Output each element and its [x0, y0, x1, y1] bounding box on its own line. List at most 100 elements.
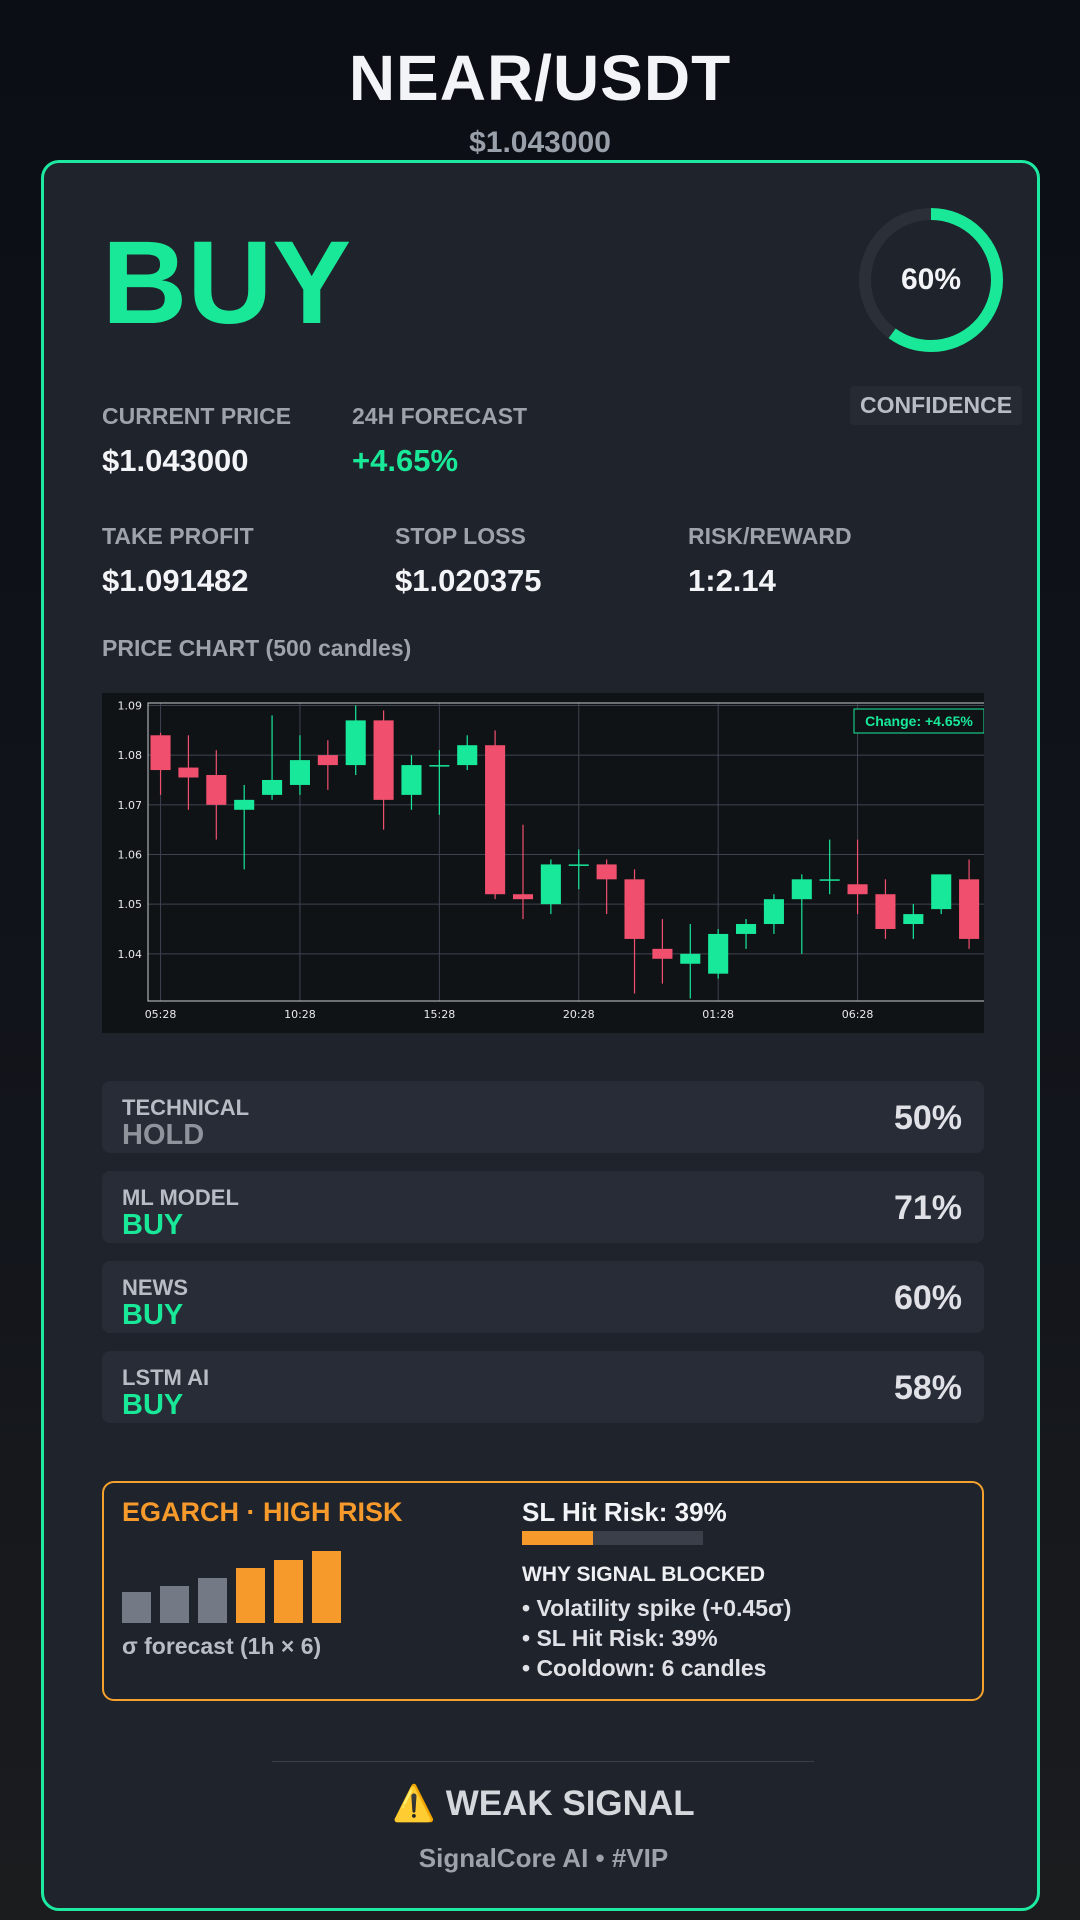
sigma-bar: [122, 1592, 151, 1623]
sigma-bar: [312, 1551, 341, 1623]
sigma-bar: [198, 1578, 227, 1623]
signal-card: BUY 60% CONFIDENCE CURRENT PRICE $1.0430…: [41, 160, 1040, 1911]
sigma-label: σ forecast (1h × 6): [122, 1633, 322, 1659]
candle-body: [401, 765, 422, 795]
why-blocked-title: WHY SIGNAL BLOCKED: [522, 1563, 766, 1586]
blocked-reason: • Volatility spike (+0.45σ): [522, 1595, 792, 1621]
candle-body: [959, 879, 980, 939]
source-name: LSTM AI: [122, 1365, 210, 1390]
brand-footer: SignalCore AI • #VIP: [418, 1843, 669, 1873]
forecast-label: 24H FORECAST: [352, 403, 528, 429]
candle-body: [150, 735, 171, 771]
stop-loss-value: $1.020375: [395, 563, 542, 598]
risk-reward-label: RISK/REWARD: [688, 523, 852, 549]
candle-body: [596, 864, 617, 880]
source-name: TECHNICAL: [122, 1095, 250, 1120]
y-tick-label: 1.06: [118, 848, 143, 861]
candle-body: [345, 720, 366, 766]
risk-panel: EGARCH · HIGH RISK σ forecast (1h × 6) S…: [102, 1481, 984, 1701]
change-badge-text: Change: +4.65%: [865, 713, 973, 729]
y-tick-label: 1.08: [118, 749, 143, 762]
source-row-lstm-ai: LSTM AI BUY 58%: [102, 1351, 984, 1423]
candle-body: [457, 745, 478, 766]
source-name: ML MODEL: [122, 1185, 239, 1210]
header-price: $1.043000: [469, 126, 611, 159]
signal-strength: ⚠️ WEAK SIGNAL: [392, 1784, 695, 1823]
source-percent: 71%: [893, 1189, 962, 1227]
source-row-technical: TECHNICAL HOLD 50%: [102, 1081, 984, 1153]
x-tick-label: 06:28: [842, 1008, 874, 1021]
sl-hit-fill: [522, 1531, 593, 1545]
forecast-value: +4.65%: [352, 443, 459, 478]
plot-frame: [147, 702, 984, 1002]
candle-body: [652, 948, 673, 959]
candle-body: [624, 879, 645, 939]
candle-body: [903, 914, 924, 925]
candle-body: [512, 894, 534, 900]
sigma-bar: [274, 1560, 303, 1623]
sl-hit-progress: [522, 1531, 703, 1545]
candle-body: [540, 864, 561, 905]
candle-body: [317, 755, 338, 766]
blocked-reason: • SL Hit Risk: 39%: [522, 1625, 718, 1651]
candle-body: [178, 767, 199, 778]
y-tick-label: 1.09: [118, 699, 143, 712]
source-row-news: NEWS BUY 60%: [102, 1261, 984, 1333]
candlestick-chart: 1.04 1.05 1.06 1.07 1.08 1.09 05:28 10:28 15:28 2…: [118, 699, 984, 1021]
source-percent: 50%: [893, 1099, 962, 1137]
price-chart: 1.04 1.05 1.06 1.07 1.08 1.09 05:28 10:28 15:28 2…: [102, 693, 984, 1033]
candle-body: [847, 884, 868, 895]
source-signal: HOLD: [122, 1119, 205, 1151]
sigma-bar: [236, 1568, 265, 1623]
candle-body: [234, 799, 255, 810]
candle-body: [429, 765, 450, 767]
x-tick-label: 01:28: [702, 1008, 734, 1021]
current-price-value: $1.043000: [102, 443, 249, 478]
y-tick-label: 1.05: [118, 898, 143, 911]
x-tick-label: 10:28: [284, 1008, 316, 1021]
candle-body: [373, 720, 394, 800]
confidence-gauge: [859, 208, 1003, 352]
x-tick-label: 05:28: [145, 1008, 177, 1021]
y-tick-label: 1.07: [118, 799, 143, 812]
risk-reward-value: 1:2.14: [688, 563, 776, 598]
confidence-label: CONFIDENCE: [850, 386, 1023, 425]
divider: [272, 1761, 814, 1762]
candle-body: [206, 775, 227, 805]
change-badge: [853, 708, 984, 734]
chart-title: PRICE CHART (500 candles): [102, 635, 412, 661]
x-tick-label: 15:28: [424, 1008, 456, 1021]
candle-body: [819, 879, 840, 881]
confidence-value: 60%: [900, 263, 962, 296]
source-signal: BUY: [122, 1299, 184, 1331]
blocked-reason: • Cooldown: 6 candles: [522, 1655, 767, 1681]
candle-body: [708, 933, 729, 974]
risk-title: EGARCH · HIGH RISK: [122, 1497, 403, 1527]
take-profit-value: $1.091482: [102, 563, 249, 598]
source-signal: BUY: [122, 1389, 184, 1421]
candle-body: [680, 953, 701, 964]
candle-body: [763, 899, 784, 925]
header: NEAR/USDT $1.043000: [0, 40, 1080, 160]
y-tick-label: 1.04: [118, 948, 143, 961]
candle-body: [289, 760, 310, 785]
pair-title: NEAR/USDT: [348, 42, 732, 114]
x-tick-label: 20:28: [563, 1008, 595, 1021]
candle-body: [262, 779, 283, 795]
sl-hit-title: SL Hit Risk: 39%: [522, 1497, 727, 1527]
sigma-bar: [160, 1586, 189, 1623]
source-signal: BUY: [122, 1209, 184, 1241]
current-price-label: CURRENT PRICE: [102, 403, 292, 429]
candle-body: [736, 924, 757, 934]
candle-body: [931, 874, 952, 910]
source-percent: 60%: [893, 1279, 962, 1317]
candle-body: [568, 864, 589, 866]
candle-body: [791, 879, 812, 900]
stop-loss-label: STOP LOSS: [395, 523, 526, 549]
candle-body: [875, 894, 896, 929]
candle-body: [485, 745, 506, 895]
source-row-ml-model: ML MODEL BUY 71%: [102, 1171, 984, 1243]
source-name: NEWS: [122, 1275, 188, 1300]
signal-action: BUY: [102, 217, 352, 349]
take-profit-label: TAKE PROFIT: [102, 523, 254, 549]
